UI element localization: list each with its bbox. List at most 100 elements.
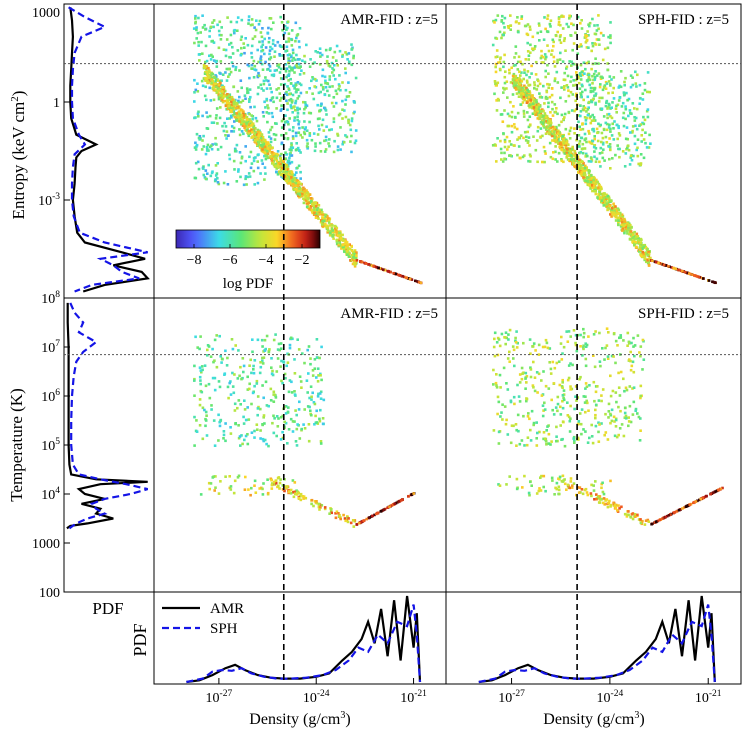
heat-cell — [542, 114, 545, 118]
heat-cell — [521, 92, 525, 96]
heat-cell — [258, 19, 262, 23]
heat-cell — [502, 91, 505, 94]
heat-cell — [264, 157, 268, 161]
heat-cell — [568, 419, 572, 423]
heatmap-entropy-sph — [491, 14, 717, 285]
heat-cell — [514, 63, 517, 67]
heat-cell — [350, 244, 353, 248]
heat-cell — [319, 374, 322, 377]
heat-cell — [322, 129, 326, 132]
heat-cell — [234, 422, 237, 425]
heat-cell — [545, 128, 548, 131]
heat-cell — [622, 224, 626, 228]
heat-cell — [272, 100, 275, 104]
heat-cell — [318, 117, 321, 120]
heat-cell — [585, 61, 589, 65]
heat-cell — [195, 419, 198, 422]
heat-cell — [516, 16, 519, 19]
heat-cell — [532, 386, 535, 389]
heat-cell — [307, 439, 311, 443]
heat-cell — [580, 27, 584, 30]
heat-cell — [303, 189, 306, 193]
heat-cell — [266, 31, 269, 35]
heat-cell — [232, 126, 236, 130]
heat-cell — [594, 70, 597, 73]
heat-cell — [561, 406, 565, 410]
heat-cell — [605, 99, 609, 103]
heat-cell — [219, 418, 223, 422]
heat-cell — [260, 49, 263, 53]
heat-cell — [228, 153, 231, 157]
heat-cell — [549, 19, 553, 22]
heat-cell — [316, 117, 320, 121]
heat-cell — [270, 482, 274, 485]
heat-cell — [568, 60, 571, 63]
heat-cell — [316, 367, 320, 370]
heat-cell — [298, 45, 301, 49]
heat-cell — [607, 410, 611, 413]
heat-cell — [270, 487, 274, 490]
heat-cell — [508, 71, 511, 75]
heat-cell — [500, 19, 504, 22]
heat-cell — [311, 391, 314, 395]
heat-cell — [562, 78, 566, 81]
heat-cell — [233, 28, 236, 32]
heat-cell — [286, 361, 290, 364]
heat-cell — [593, 135, 596, 138]
heat-cell — [589, 90, 593, 94]
heat-cell — [542, 38, 546, 41]
heat-cell — [311, 208, 315, 212]
heat-cell — [577, 142, 581, 146]
heat-cell — [353, 265, 357, 268]
heat-cell — [330, 128, 333, 131]
heat-cell — [317, 204, 321, 207]
heat-cell — [589, 183, 593, 187]
heat-cell — [577, 114, 581, 117]
heat-cell — [234, 68, 237, 72]
heat-cell — [316, 213, 319, 217]
heat-cell — [600, 199, 604, 202]
heat-cell — [579, 74, 583, 78]
heat-cell — [639, 163, 642, 167]
heat-cell — [569, 90, 573, 94]
heat-cell — [269, 45, 272, 49]
heat-cell — [292, 491, 295, 494]
heat-cell — [229, 33, 233, 37]
heat-cell — [245, 87, 249, 90]
heat-cell — [610, 215, 613, 218]
heat-cell — [245, 123, 248, 126]
heat-cell — [596, 74, 599, 77]
heat-cell — [537, 353, 541, 356]
heat-cell — [260, 87, 263, 90]
heat-cell — [204, 424, 207, 428]
heat-cell — [578, 145, 581, 148]
heat-cell — [572, 435, 576, 439]
heat-cell — [254, 127, 257, 130]
heat-cell — [579, 110, 583, 113]
heat-cell — [591, 189, 594, 193]
heat-cell — [579, 22, 582, 25]
heat-cell — [624, 223, 627, 227]
heat-cell — [500, 332, 504, 336]
heat-cell — [531, 345, 534, 348]
heat-cell — [602, 198, 605, 202]
heat-cell — [305, 129, 309, 132]
heat-cell — [248, 387, 251, 391]
heat-cell — [240, 86, 243, 90]
heat-cell — [197, 110, 200, 114]
heat-cell — [525, 397, 528, 400]
heat-cell — [587, 183, 591, 187]
heat-cell — [293, 184, 296, 187]
heat-cell — [614, 418, 618, 422]
heat-cell — [570, 147, 574, 151]
heat-cell — [547, 122, 550, 125]
heat-cell — [252, 59, 256, 63]
heat-cell — [297, 94, 301, 98]
heat-cell — [256, 166, 260, 170]
heat-cell — [287, 428, 291, 431]
heat-cell — [262, 115, 265, 118]
heat-cell — [204, 152, 208, 156]
heat-cell — [594, 147, 598, 150]
heat-cell — [200, 79, 204, 83]
heat-cell — [323, 75, 327, 79]
